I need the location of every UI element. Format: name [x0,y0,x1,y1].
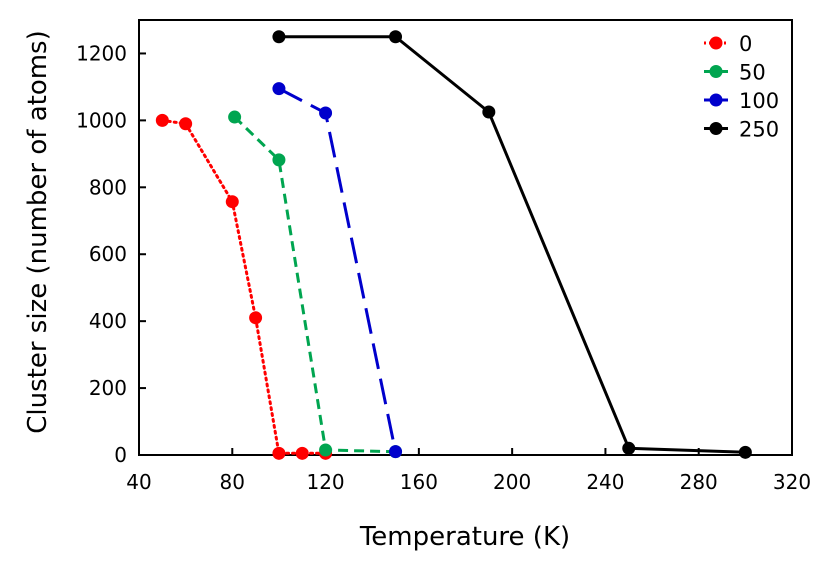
y-axis-title: Cluster size (number of atoms) [23,30,53,433]
legend-label: 100 [739,89,779,113]
legend-item-50: 50 [704,61,766,85]
data-point [155,113,169,127]
data-point [482,105,496,119]
data-point [228,110,242,124]
x-tick-label: 40 [126,470,151,494]
y-tick-label: 800 [89,175,127,199]
legend-label: 250 [739,118,779,142]
series-50 [228,110,403,459]
x-tick-label: 120 [306,470,344,494]
y-tick-label: 0 [114,443,127,467]
x-tick-label: 240 [586,470,624,494]
data-point [295,446,309,460]
data-point [389,445,403,459]
legend-label: 50 [739,61,766,85]
y-tick-label: 200 [89,376,127,400]
data-point [389,30,403,44]
legend: 0 50 100 250 [704,32,779,142]
data-point [272,446,286,460]
x-tick-label: 200 [493,470,531,494]
legend-marker [709,93,723,107]
series-0 [155,113,333,460]
data-point [179,117,193,131]
x-tick-label: 320 [773,470,811,494]
legend-item-250: 250 [704,118,779,142]
x-tick-label: 160 [400,470,438,494]
x-axis-title: Temperature (K) [359,522,570,552]
series-line [278,87,397,453]
data-point [319,106,333,120]
series-100 [272,82,403,459]
legend-label: 0 [739,32,752,56]
data-point [319,443,333,457]
data-point [225,195,239,209]
y-tick-label: 400 [89,309,127,333]
series-layer [155,30,752,460]
legend-item-100: 100 [704,89,779,113]
series-250 [272,30,752,459]
data-point [272,82,286,96]
series-line [233,115,396,454]
data-point [272,153,286,167]
plot-frame [138,19,793,456]
x-axis: 40 80 120 160 200 240 280 320 [126,448,811,494]
y-axis: 0 200 400 600 800 1000 1200 [76,41,146,467]
legend-marker [709,36,723,50]
y-tick-label: 1000 [76,108,127,132]
data-point [738,445,752,459]
y-tick-label: 600 [89,242,127,266]
x-tick-label: 80 [220,470,245,494]
data-point [622,441,636,455]
x-tick-label: 280 [680,470,718,494]
legend-marker [709,122,723,135]
series-line [160,118,328,455]
data-point [249,311,263,325]
legend-item-0: 0 [704,32,752,56]
legend-marker [709,65,723,78]
y-tick-label: 1200 [76,41,127,65]
series-line [278,35,746,454]
data-point [272,30,286,44]
